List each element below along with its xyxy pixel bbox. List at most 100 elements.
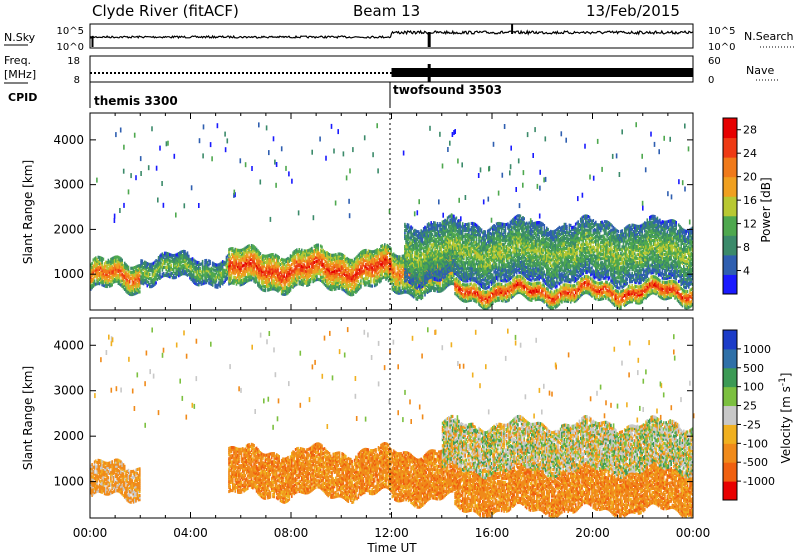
data-cell xyxy=(228,278,230,282)
data-cell xyxy=(268,284,270,288)
data-cell xyxy=(105,276,107,280)
data-cell xyxy=(144,278,146,282)
data-cell xyxy=(215,283,218,287)
data-cell xyxy=(253,249,255,253)
data-cell xyxy=(206,265,209,269)
data-cell xyxy=(159,264,161,268)
data-cell xyxy=(247,244,249,249)
data-cell xyxy=(243,267,245,271)
data-cell xyxy=(198,273,200,277)
data-cell xyxy=(135,287,137,291)
data-cell xyxy=(277,277,279,281)
data-cell xyxy=(193,274,195,278)
data-cell xyxy=(95,260,97,264)
data-cell xyxy=(92,282,95,286)
data-cell xyxy=(92,264,95,268)
data-cell xyxy=(239,248,242,253)
data-cell xyxy=(110,259,112,263)
data-cell xyxy=(186,269,189,273)
data-cell xyxy=(110,279,112,284)
data-cell xyxy=(107,280,110,284)
data-cell xyxy=(260,255,263,259)
data-cell xyxy=(159,274,161,278)
data-cell xyxy=(92,278,95,282)
data-cell xyxy=(242,282,244,286)
data-cell xyxy=(248,262,250,266)
data-cell xyxy=(230,257,233,261)
data-cell xyxy=(238,279,240,283)
data-cell xyxy=(248,274,250,278)
data-cell xyxy=(240,282,243,287)
data-cell xyxy=(97,255,100,259)
data-cell xyxy=(223,260,225,264)
data-cell xyxy=(183,257,185,262)
data-cell xyxy=(588,280,591,284)
data-cell xyxy=(177,266,180,270)
data-cell xyxy=(253,247,255,251)
data-cell xyxy=(264,274,267,279)
data-cell xyxy=(189,266,191,270)
data-cell xyxy=(263,274,265,278)
data-cell xyxy=(123,273,126,277)
data-cell xyxy=(184,270,186,274)
data-cell xyxy=(170,273,172,277)
data-cell xyxy=(254,264,257,268)
data-cell xyxy=(166,254,169,258)
data-cell xyxy=(179,263,181,267)
data-cell xyxy=(123,269,126,273)
data-cell xyxy=(253,263,255,267)
data-cell xyxy=(176,266,179,270)
data-cell xyxy=(100,276,102,280)
data-cell xyxy=(269,287,272,291)
data-cell xyxy=(137,290,140,294)
data-cell xyxy=(121,284,123,288)
data-cell xyxy=(90,267,92,271)
data-cell xyxy=(274,285,277,289)
data-cell xyxy=(275,278,278,282)
data-cell xyxy=(90,263,92,267)
data-cell xyxy=(122,284,125,288)
data-cell xyxy=(243,277,245,281)
data-cell xyxy=(262,258,264,262)
data-cell xyxy=(228,248,230,252)
data-cell xyxy=(172,276,175,280)
data-cell xyxy=(244,258,247,262)
data-cell xyxy=(181,260,184,264)
data-cell xyxy=(93,275,96,279)
data-cell xyxy=(122,280,125,284)
data-cell xyxy=(111,279,113,283)
data-cell xyxy=(135,291,137,295)
data-cell xyxy=(195,268,198,272)
data-cell xyxy=(164,253,166,257)
data-cell xyxy=(205,264,208,269)
data-cell xyxy=(115,255,117,259)
data-cell xyxy=(273,259,275,263)
data-cell xyxy=(137,264,140,268)
data-cell xyxy=(225,259,228,263)
data-cell xyxy=(146,276,149,280)
data-cell xyxy=(106,280,108,285)
data-cell xyxy=(147,262,150,266)
data-cell xyxy=(107,260,110,264)
data-cell xyxy=(177,268,180,272)
data-cell xyxy=(239,263,242,267)
data-cell xyxy=(177,258,180,262)
data-cell xyxy=(201,270,204,274)
data-cell xyxy=(146,284,149,288)
data-cell xyxy=(262,274,264,278)
data-cell xyxy=(216,273,219,277)
data-cell xyxy=(250,250,253,254)
data-cell xyxy=(269,267,272,271)
data-cell xyxy=(142,272,145,276)
data-cell xyxy=(186,273,189,277)
data-cell xyxy=(238,281,240,285)
data-cell xyxy=(149,283,151,287)
data-cell xyxy=(147,280,150,284)
data-cell xyxy=(140,261,142,265)
data-cell xyxy=(214,283,216,287)
data-cell xyxy=(136,274,139,279)
data-cell xyxy=(268,268,270,272)
data-cell xyxy=(162,259,165,264)
data-cell xyxy=(233,263,235,267)
data-cell xyxy=(108,264,111,268)
